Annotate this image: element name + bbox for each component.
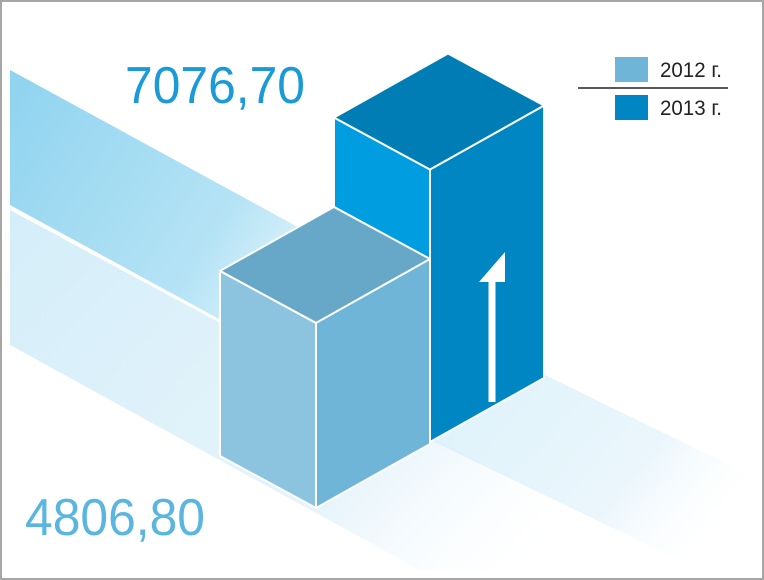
legend-swatch [615,95,648,120]
bar-face-top [219,205,431,324]
legend-label: 2013 г. [660,97,722,120]
legend-swatch [615,57,648,82]
arrow [479,252,505,402]
legend-label: 2012 г. [660,59,722,82]
bar-face-top [333,52,545,171]
stripe [430,375,760,570]
value-label: 4806,80 [25,489,205,547]
value-label: 7076,70 [125,57,305,115]
